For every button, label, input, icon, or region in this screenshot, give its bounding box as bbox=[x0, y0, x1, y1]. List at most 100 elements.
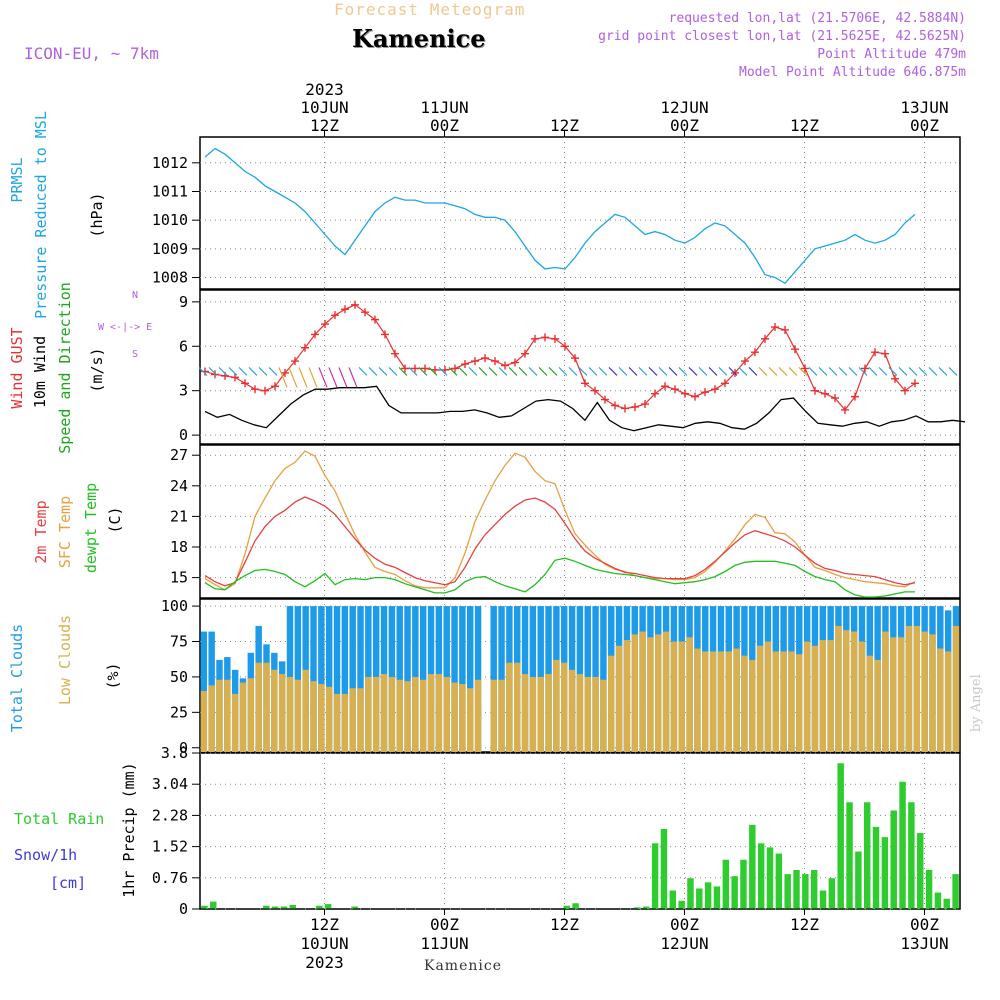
bottom-time-label: 00Z bbox=[430, 915, 459, 934]
low-cloud-bar bbox=[435, 674, 443, 752]
y-tick-label: 1.52 bbox=[152, 838, 188, 856]
wind-arrow bbox=[598, 367, 608, 376]
y-tick-label: 50 bbox=[170, 668, 188, 686]
gust-marker bbox=[501, 361, 509, 370]
wind-arrow bbox=[208, 367, 218, 376]
top-time-label: 12JUN bbox=[660, 98, 708, 117]
precip-bar bbox=[890, 810, 897, 909]
gust-marker bbox=[381, 330, 389, 339]
gust-marker bbox=[491, 357, 499, 366]
low-cloud-bar bbox=[905, 625, 913, 752]
gust-marker bbox=[861, 364, 869, 373]
low-cloud-bar bbox=[811, 645, 819, 752]
low-cloud-bar bbox=[247, 678, 255, 752]
wind-arrow bbox=[938, 367, 948, 376]
low-cloud-bar bbox=[255, 662, 262, 752]
low-cloud-bar bbox=[788, 651, 795, 752]
low-cloud-bar bbox=[600, 679, 607, 752]
precip-bar bbox=[210, 901, 217, 909]
y-tick-label: 1008 bbox=[152, 269, 188, 287]
gust-marker bbox=[541, 333, 549, 342]
precip-bar bbox=[660, 828, 668, 909]
precip-bar bbox=[837, 763, 844, 909]
wind-arrow bbox=[778, 367, 788, 376]
gust-marker bbox=[391, 349, 399, 358]
wind-arrow bbox=[478, 367, 488, 376]
pressure-unit-label: (hPa) bbox=[88, 192, 106, 237]
total-cloud-bar bbox=[490, 606, 497, 752]
top-time-label: 2023 bbox=[305, 80, 344, 99]
gust-marker bbox=[641, 400, 649, 409]
low-cloud-bar bbox=[717, 651, 725, 752]
wind-arrow bbox=[888, 367, 898, 376]
low-cloud-bar bbox=[427, 674, 435, 752]
sfc-temp-line bbox=[204, 450, 916, 591]
precip-bar bbox=[289, 904, 297, 909]
precip-axis-label: 1hr Precip (mm) bbox=[120, 762, 138, 897]
low-cloud-bar bbox=[474, 679, 482, 752]
wind-arrow bbox=[868, 367, 878, 376]
total-cloud-bar bbox=[474, 606, 482, 752]
top-time-label: 10JUN bbox=[300, 98, 348, 117]
wind-arrow bbox=[658, 367, 668, 376]
gust-marker bbox=[881, 349, 889, 358]
wind-arrow bbox=[638, 367, 648, 376]
precip-bar bbox=[731, 876, 738, 909]
total-cloud-bar bbox=[600, 606, 607, 752]
low-cloud-bar bbox=[592, 676, 599, 752]
low-cloud-bar bbox=[921, 631, 928, 752]
gust-marker bbox=[741, 357, 749, 366]
gridpoint-coords: grid point closest lon,lat (21.5625E, 42… bbox=[598, 29, 966, 44]
low-cloud-bar bbox=[278, 674, 286, 752]
gust-axis-label: Wind GUST bbox=[8, 327, 26, 408]
precip-bar bbox=[784, 874, 791, 909]
wind-arrow bbox=[748, 367, 758, 376]
wind-arrow bbox=[348, 367, 358, 388]
pressure-line bbox=[204, 147, 916, 285]
total-cloud-bar bbox=[341, 606, 349, 752]
dewpt-line bbox=[204, 557, 915, 598]
wind-arrow bbox=[318, 367, 328, 388]
low-cloud-bar bbox=[929, 634, 936, 752]
wind-arrow bbox=[628, 367, 638, 376]
wind-arrow bbox=[288, 367, 298, 388]
gust-marker bbox=[271, 382, 279, 391]
bottom-time-label: 12JUN bbox=[660, 934, 708, 953]
wind-arrow bbox=[678, 367, 688, 376]
gust-marker bbox=[321, 320, 329, 329]
low-cloud-bar bbox=[372, 676, 380, 752]
wind-arrow bbox=[698, 367, 708, 376]
gust-marker bbox=[631, 402, 639, 411]
wind-arrow bbox=[558, 367, 568, 376]
gust-marker bbox=[281, 368, 289, 377]
gust-marker bbox=[411, 364, 419, 373]
low-cloud-bar bbox=[537, 676, 544, 752]
gust-marker bbox=[461, 360, 469, 369]
gust-marker bbox=[561, 342, 569, 351]
y-tick-label: 2.28 bbox=[152, 806, 188, 824]
precip-bar bbox=[881, 837, 889, 909]
low-cloud-bar bbox=[286, 676, 294, 752]
precip-bar bbox=[651, 843, 659, 909]
precip-bar bbox=[872, 826, 880, 909]
y-tick-label: 0 bbox=[179, 426, 188, 444]
low-cloud-bar bbox=[419, 679, 427, 752]
low-cloud-bar bbox=[655, 634, 662, 752]
snow-legend-label: Snow/1h bbox=[14, 846, 77, 864]
y-tick-label: 25 bbox=[170, 703, 188, 721]
wind-arrow bbox=[248, 367, 258, 376]
low-cloud-bar bbox=[835, 625, 842, 752]
gust-marker bbox=[551, 334, 559, 343]
t2m-line bbox=[204, 496, 916, 587]
low-cloud-bar bbox=[615, 645, 623, 752]
temp-unit-label: (C) bbox=[106, 506, 124, 533]
low-cloud-bar bbox=[772, 651, 779, 752]
low-cloud-bar bbox=[404, 681, 411, 752]
precip-bar bbox=[740, 859, 747, 909]
panel-frame bbox=[199, 289, 961, 445]
low-cloud-bar bbox=[827, 640, 834, 752]
y-tick-label: 15 bbox=[170, 569, 188, 587]
low-cloud-bar bbox=[647, 637, 654, 752]
y-tick-label: 3 bbox=[179, 382, 188, 400]
wind-arrow bbox=[608, 367, 618, 376]
